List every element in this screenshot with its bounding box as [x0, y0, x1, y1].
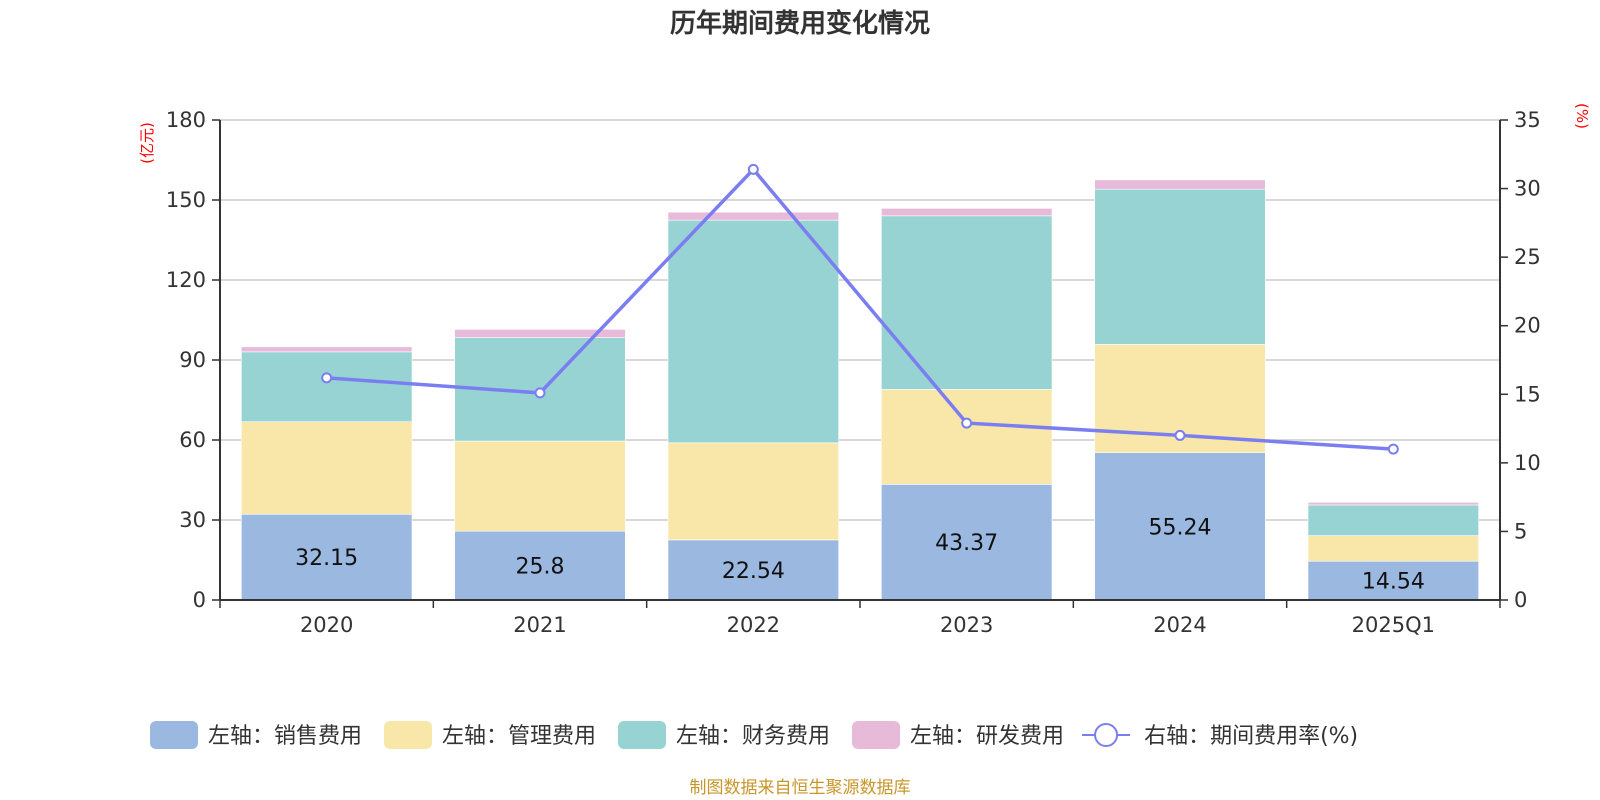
right-axis-tick-label: 25 [1514, 245, 1541, 269]
bar-value-label: 22.54 [722, 559, 785, 584]
right-axis-tick-label: 10 [1514, 451, 1541, 475]
grid-lines [220, 119, 1500, 521]
left-axis-tick-label: 90 [179, 348, 206, 372]
left-axis-unit-label: (亿元) [138, 122, 156, 164]
rate-line [321, 163, 1399, 455]
bar-labels: 32.15 25.8 22.54 43.37 55.24 14.54 [295, 515, 1425, 594]
bar-value-label: 32.15 [295, 546, 358, 571]
bar-segment [1307, 504, 1479, 536]
legend-swatch [384, 721, 433, 749]
rate-line-point [1174, 429, 1186, 441]
bar-segment [1094, 179, 1266, 190]
bar-segment [241, 421, 413, 515]
x-axis-tick-label: 2025Q1 [1352, 613, 1435, 637]
rate-line-point [1387, 443, 1399, 455]
bar-segment [1307, 535, 1479, 562]
rate-line-point [321, 372, 333, 384]
rate-line-point [961, 417, 973, 429]
bar-segment [454, 440, 626, 532]
left-axis-tick-label: 60 [179, 428, 206, 452]
left-axis-tick-label: 30 [179, 508, 206, 532]
left-axis-tick-label: 120 [166, 268, 206, 292]
bar-segment [454, 329, 626, 338]
x-axis-tick-label: 2021 [513, 613, 566, 637]
bar-segment [881, 389, 1053, 485]
legend-swatch [852, 721, 901, 749]
x-axis-tick-label: 2023 [940, 613, 993, 637]
bar-segment [667, 211, 839, 221]
right-axis-tick-label: 30 [1514, 177, 1541, 201]
bar-segment [454, 530, 626, 601]
right-axis-tick-label: 20 [1514, 314, 1541, 338]
chart-title: 历年期间费用变化情况 [670, 8, 930, 39]
bar-segment [241, 346, 413, 353]
legend-label: 左轴：销售费用 [208, 724, 362, 749]
bar-segment [1307, 560, 1479, 601]
right-axis-tick-label: 5 [1514, 519, 1527, 543]
legend: 左轴：销售费用 左轴：管理费用 左轴：财务费用 左轴：研发费用 右轴：期间费用率(%) [150, 721, 1358, 749]
bars [241, 179, 1479, 601]
bar-segment [667, 442, 839, 541]
bar-segment [1307, 501, 1479, 506]
left-axis-tick-label: 150 [166, 188, 206, 212]
bar-segment [1094, 188, 1266, 345]
right-axis-unit-label: (%) [1573, 103, 1591, 129]
right-axis-tick-label: 35 [1514, 108, 1541, 132]
left-axis-tick-label: 180 [166, 108, 206, 132]
bar-value-label: 43.37 [935, 531, 998, 556]
bar-value-label: 25.8 [516, 555, 565, 580]
bar-value-label: 55.24 [1149, 515, 1212, 540]
left-axis-tick-label: 0 [193, 588, 206, 612]
rate-line-point [534, 387, 546, 399]
legend-label: 左轴：财务费用 [676, 724, 830, 749]
right-axis-tick-label: 15 [1514, 382, 1541, 406]
source-note: 制图数据来自恒生聚源数据库 [690, 778, 911, 798]
right-axis-tick-label: 0 [1514, 588, 1527, 612]
rate-line-path [326, 166, 1394, 451]
x-axis-tick-label: 2024 [1153, 613, 1206, 637]
bar-segment [241, 351, 413, 423]
bar-segment [667, 219, 839, 444]
legend-circle-swatch [1094, 723, 1119, 747]
legend-label: 左轴：研发费用 [910, 724, 1064, 749]
bar-segment [881, 215, 1053, 390]
legend-swatch [150, 721, 198, 749]
x-axis-tick-label: 2020 [300, 613, 353, 637]
legend-swatch [618, 721, 667, 749]
bar-segment [1094, 452, 1266, 601]
x-axis-tick-label: 2022 [727, 613, 780, 637]
bar-segment [881, 208, 1053, 217]
axes: 0 30 60 90 120 150 180 0 5 10 15 20 25 30 35 2020 2021 20… [166, 108, 1541, 637]
legend-label: 右轴：期间费用率(%) [1144, 724, 1358, 749]
rate-line-point [747, 163, 759, 175]
legend-label: 左轴：管理费用 [442, 724, 596, 749]
bar-value-label: 14.54 [1362, 570, 1425, 595]
bar-segment [241, 513, 413, 601]
